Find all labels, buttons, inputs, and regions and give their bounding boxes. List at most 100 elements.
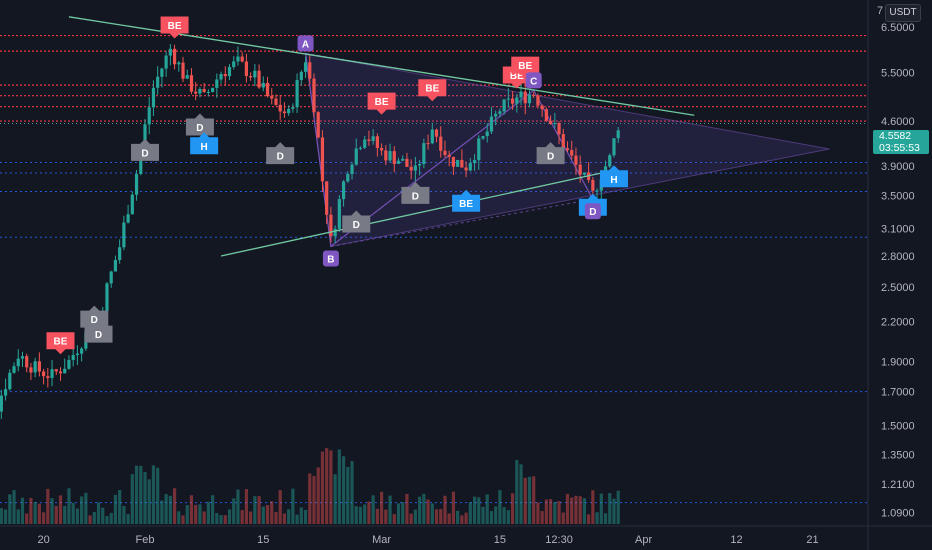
time-tick-label: Mar [372,534,391,546]
marker-shape [84,320,113,343]
volume-bar [401,502,405,524]
candle-body [249,76,253,78]
candle-body [172,48,177,65]
candle-body [553,123,557,125]
candle-body [612,138,616,156]
candle-body [139,148,143,174]
volume-bar [88,515,92,524]
candle-body [430,129,434,144]
candle-body [63,368,67,374]
volume-bar [494,506,498,524]
candle-body [202,89,206,93]
candle-body [468,163,472,171]
volume-bar [20,497,25,524]
trendline [220,172,602,257]
volume-bar [612,498,616,524]
volume-bar [616,490,620,524]
candle-body [582,172,586,175]
candle-body [164,55,168,69]
signal-marker: BE [452,189,481,212]
candle-body [536,95,540,106]
candle-body [443,150,447,155]
candle-body [206,91,210,93]
candle-body [527,94,532,104]
candle-body [532,94,536,96]
signal-marker: BE [367,92,396,115]
marker-label: D [353,220,360,231]
candle-body [240,56,244,62]
marker-label: D [412,191,419,202]
marker-label: BE [518,61,532,72]
volume-bar [232,498,236,524]
volume-bar [595,512,599,524]
volume-bar [384,509,388,524]
pattern-point-box [322,250,339,267]
volume-bar [447,513,451,524]
volume-bar [96,502,101,524]
time-tick-label: 12 [730,534,742,546]
currency-button[interactable]: USDT [885,4,921,22]
candle-body [540,105,544,110]
volume-bar [337,449,341,524]
volume-bar [211,495,215,524]
price-tick-label: 1.5000 [881,421,915,433]
candle-body [0,395,3,412]
candle-body [591,180,595,191]
volume-bar [375,508,379,524]
marker-shape [80,305,109,328]
signal-marker: D [536,142,565,165]
candle-body [557,123,561,135]
marker-label: D [277,152,284,163]
time-axis[interactable]: 20 Feb 15 Mar 15 12:30 Apr 12 21 [37,534,818,546]
volume-bar [126,514,130,524]
volume-bar [532,476,536,524]
candle-body [194,91,198,94]
candle-body [160,68,164,77]
volume-bar [80,496,84,524]
bar-countdown-label: 03:55:53 [879,142,920,154]
candle-body [367,139,371,141]
marker-shape [46,332,75,355]
volume-bar [341,456,346,524]
candle-body [25,356,29,368]
candle-body [257,70,261,88]
candle-body [20,356,25,359]
price-tick-label: 1.2100 [881,479,915,491]
signal-marker: D [80,305,109,328]
candle-body [422,143,426,165]
volume-bar [249,511,253,524]
candle-body [409,166,413,171]
candle-body [265,82,270,97]
volume-bar [236,489,240,524]
volume-bar [303,509,308,524]
price-axis[interactable]: 6.5000 5.5000 4.6000 3.9000 3.5000 3.1000 2.80… [881,22,915,519]
candle-body [316,112,320,138]
volume-bars [0,448,620,524]
candle-body [181,62,185,79]
marker-shape [342,210,371,233]
candle-body [177,62,181,65]
marker-label: BE [510,71,524,82]
volume-bar [109,512,113,524]
marker-label: BE [459,199,473,210]
volume-bar [380,491,384,524]
candle-body [371,136,375,141]
volume-bar [510,493,515,524]
candle-body [434,129,439,137]
candle-body [561,134,565,149]
candle-body [105,283,109,311]
volume-bar [363,504,367,524]
candle-body [447,154,451,157]
volume-bar [329,450,333,524]
volume-bar [426,499,430,524]
candle-body [291,107,295,109]
volume-bar [413,509,417,524]
volume-bar [101,507,105,524]
candle-body [380,147,384,151]
price-tick-label: 2.5000 [881,282,915,294]
current-price-label: 4.5582 [879,130,912,142]
candle-body [274,98,278,105]
volume-bar [3,509,8,524]
candle-body [451,156,456,167]
